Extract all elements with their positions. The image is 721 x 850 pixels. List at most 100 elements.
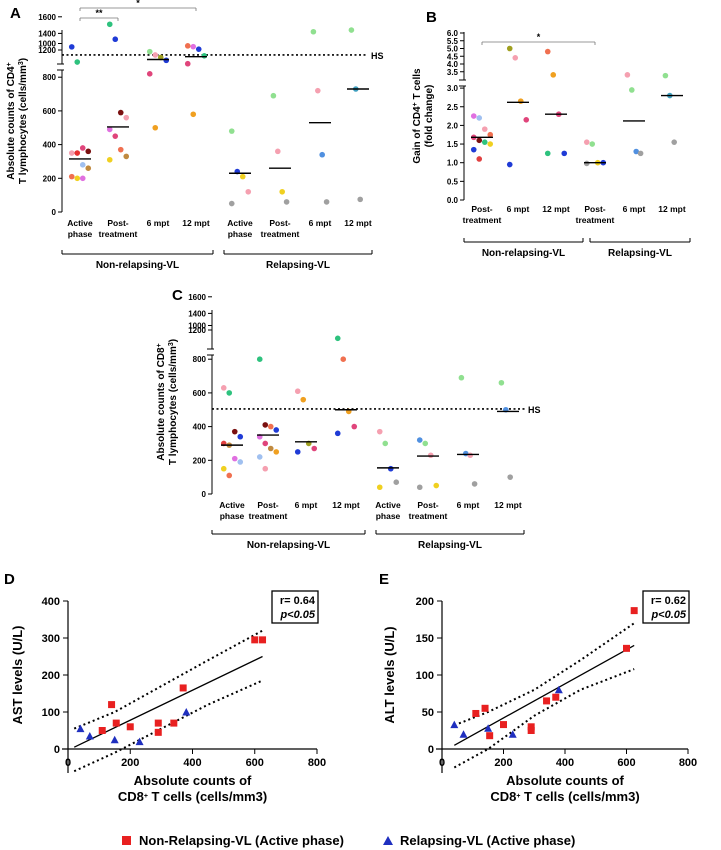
data-point-square bbox=[108, 701, 116, 709]
axis-break-gap bbox=[58, 64, 66, 70]
y-tick-label: 600 bbox=[43, 107, 57, 116]
data-point bbox=[300, 396, 307, 403]
data-point bbox=[184, 60, 191, 67]
y-tick-label: 400 bbox=[43, 141, 57, 150]
data-point bbox=[458, 374, 465, 381]
category-label: treatment bbox=[99, 229, 138, 239]
category-label: 12 mpt bbox=[332, 500, 360, 510]
data-point bbox=[273, 427, 280, 433]
data-point bbox=[334, 335, 341, 342]
category-label: treatment bbox=[576, 215, 615, 225]
x-tick-label: 0 bbox=[439, 757, 445, 769]
category-label: phase bbox=[68, 229, 93, 239]
data-point bbox=[117, 146, 124, 153]
y-tick-label: 1000 bbox=[38, 40, 56, 49]
data-point bbox=[245, 188, 252, 195]
data-point bbox=[68, 44, 75, 50]
data-point bbox=[671, 139, 677, 145]
legend-label: Relapsing-VL (Active phase) bbox=[400, 833, 575, 848]
data-point bbox=[231, 428, 238, 435]
data-point bbox=[323, 199, 330, 205]
x-tick-label: 0 bbox=[65, 757, 71, 769]
panel-letter: A bbox=[10, 5, 21, 22]
p-value: p<0.05 bbox=[650, 609, 686, 621]
category-label: 6 mpt bbox=[623, 204, 646, 214]
data-point bbox=[348, 27, 355, 33]
group-label: Non-relapsing-VL bbox=[482, 248, 565, 259]
correlation-coefficient: r= 0.64 bbox=[280, 595, 316, 607]
data-point bbox=[476, 156, 483, 162]
x-axis-title: CD8+ T cells (cells/mm3) bbox=[490, 789, 639, 804]
y-axis-title: AST levels (U/L) bbox=[10, 626, 25, 725]
data-point-square bbox=[251, 636, 259, 644]
data-point bbox=[262, 465, 269, 472]
data-point bbox=[123, 153, 130, 160]
data-point bbox=[544, 150, 551, 157]
data-point bbox=[517, 98, 524, 104]
data-point-triangle bbox=[459, 730, 468, 738]
y-tick-label: 0 bbox=[202, 490, 207, 499]
y-tick-label: 800 bbox=[43, 73, 57, 82]
legend-marker-triangle bbox=[383, 836, 393, 845]
panel-B: B 0.0 0.5 1.0 1.5 2.0 2.5 3.0 3.54.04.55.05.56.0… bbox=[412, 9, 691, 259]
category-label: 12 mpt bbox=[344, 218, 372, 228]
data-point bbox=[146, 71, 153, 77]
data-point bbox=[476, 137, 483, 144]
data-point-square bbox=[154, 719, 162, 727]
data-point bbox=[262, 422, 269, 428]
category-label: 12 mpt bbox=[494, 500, 522, 510]
data-point bbox=[476, 115, 483, 121]
data-point bbox=[506, 161, 513, 168]
data-point bbox=[583, 139, 590, 145]
y-tick-label: 200 bbox=[416, 596, 434, 608]
data-point bbox=[220, 465, 227, 472]
y-tick-label: 150 bbox=[416, 633, 434, 645]
data-point bbox=[79, 175, 86, 182]
data-point-square bbox=[170, 719, 178, 727]
data-point bbox=[334, 430, 341, 437]
data-point bbox=[152, 52, 159, 58]
y-tick-label: 5.0 bbox=[447, 45, 459, 54]
data-point bbox=[487, 141, 494, 147]
category-label: Post- bbox=[471, 204, 492, 214]
group-label: Non-relapsing-VL bbox=[96, 260, 179, 271]
significance-label: * bbox=[537, 32, 541, 42]
data-point bbox=[550, 72, 557, 78]
data-point bbox=[239, 173, 246, 180]
y-tick-label: 0 bbox=[54, 744, 60, 756]
category-label: phase bbox=[228, 229, 253, 239]
data-point bbox=[74, 175, 81, 182]
y-tick-label: 4.5 bbox=[447, 52, 459, 61]
category-label: Active bbox=[219, 500, 245, 510]
data-point bbox=[376, 428, 383, 435]
data-point bbox=[357, 196, 364, 203]
data-point-triangle bbox=[110, 735, 119, 744]
reference-label: HS bbox=[371, 51, 384, 61]
ci-lower-band bbox=[453, 668, 635, 769]
data-point-square bbox=[552, 693, 560, 701]
data-point bbox=[270, 92, 277, 99]
data-point bbox=[382, 440, 389, 447]
data-point bbox=[624, 72, 631, 78]
data-point-square bbox=[98, 727, 106, 734]
data-point bbox=[294, 449, 301, 455]
data-point bbox=[220, 385, 227, 391]
y-tick-label: 2.5 bbox=[447, 103, 459, 112]
y-tick-label: 200 bbox=[43, 174, 57, 183]
data-point-square bbox=[527, 727, 535, 734]
y-tick-label: 0.0 bbox=[447, 196, 459, 205]
data-point-triangle bbox=[508, 730, 517, 738]
data-point bbox=[79, 162, 86, 168]
data-point bbox=[267, 423, 274, 430]
data-point bbox=[376, 484, 383, 491]
data-point bbox=[106, 126, 113, 133]
group-label: Non-relapsing-VL bbox=[247, 540, 330, 551]
data-point bbox=[662, 72, 669, 79]
y-tick-label: 3.5 bbox=[447, 68, 459, 77]
y-tick-label: 300 bbox=[42, 633, 60, 645]
data-point bbox=[184, 43, 191, 49]
category-label: 12 mpt bbox=[182, 218, 210, 228]
data-point-triangle bbox=[182, 708, 191, 716]
panel-E: E 0 50 100 150 200 0 200 400 600 800 ALT levels (U/… bbox=[379, 571, 697, 804]
data-point bbox=[117, 109, 124, 116]
